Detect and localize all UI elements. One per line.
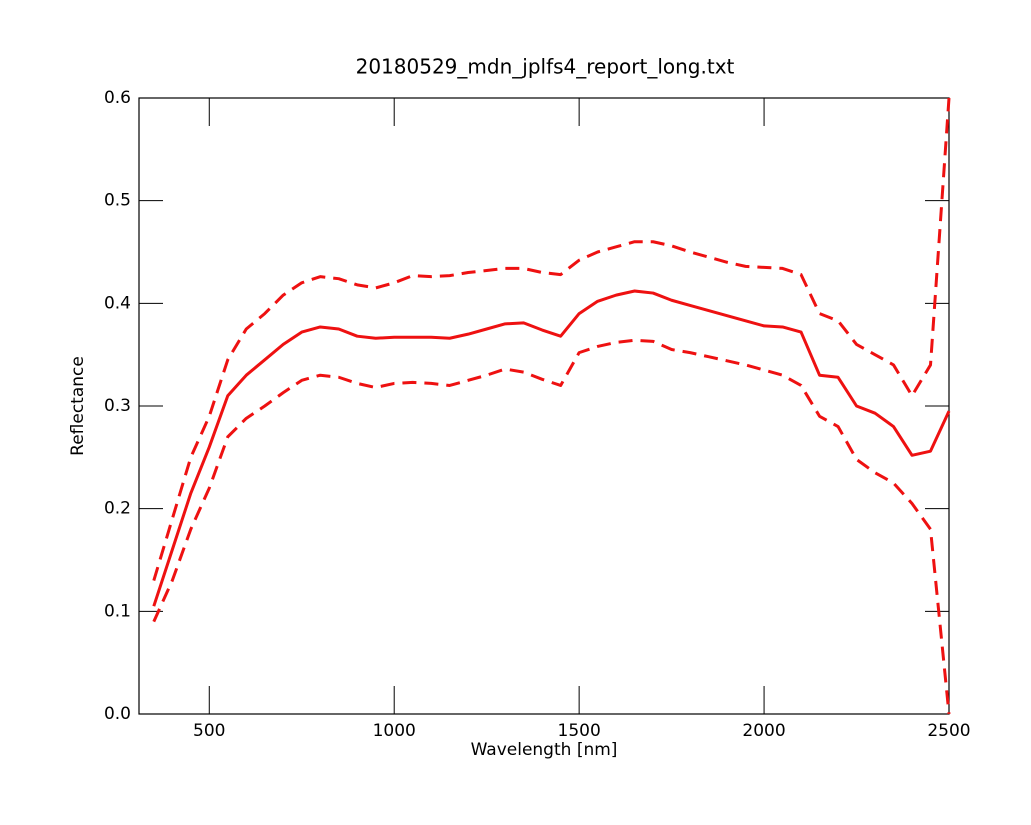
series-line (152, 338, 951, 715)
y-tick-label: 0.6 (104, 88, 131, 108)
y-tick-label: 0.4 (104, 293, 131, 313)
y-tick-label: 0.3 (104, 396, 131, 416)
chart-title: 20180529_mdn_jplfs4_report_long.txt (356, 55, 735, 79)
series-line (152, 97, 951, 581)
y-tick-label: 0.0 (104, 704, 131, 724)
x-tick-label: 1500 (558, 721, 601, 741)
x-tick-label: 2500 (927, 721, 970, 741)
y-axis-label: Reflectance (68, 356, 88, 456)
plot-frame (138, 97, 950, 715)
x-tick-label: 1000 (373, 721, 416, 741)
y-tick-label: 0.1 (104, 601, 131, 621)
y-tick-label: 0.5 (104, 191, 131, 211)
x-tick-label: 2000 (742, 721, 785, 741)
x-tick-label: 500 (193, 721, 225, 741)
y-tick-label: 0.2 (104, 499, 131, 519)
series-line (152, 289, 951, 607)
x-axis-label: Wavelength [nm] (471, 740, 618, 760)
